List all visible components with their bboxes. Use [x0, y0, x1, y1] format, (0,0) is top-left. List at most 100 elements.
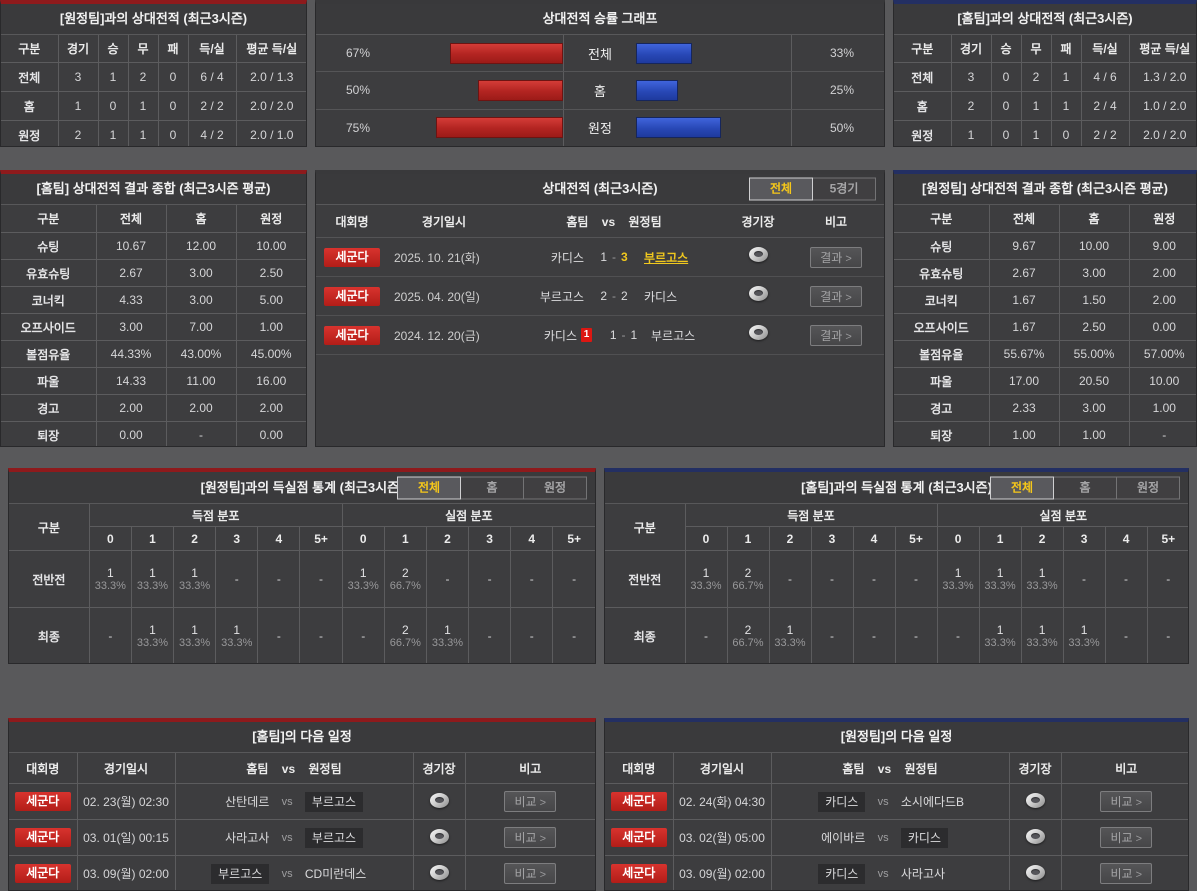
table-cell: 전체: [894, 62, 952, 92]
table-row: 전체 3 1 2 0 6 / 4 2.0 / 1.3: [1, 62, 306, 92]
table-cell: 0: [1050, 120, 1082, 146]
filter-tab[interactable]: 홈: [460, 476, 524, 499]
column-header: 구분: [605, 504, 686, 551]
column-header: 2: [768, 526, 812, 551]
stat-cell: -: [257, 607, 301, 663]
table-cell: 0.00: [235, 421, 306, 446]
red-bar-zone: [408, 35, 564, 72]
schedule-table: 대회명 경기일시 홈팀 vs 원정팀 경기장 비고 세군다 02. 24(화) 04:30 카…: [605, 753, 1188, 890]
percent-value: 66.7%: [389, 579, 421, 592]
column-header: 홈팀 vs 원정팀: [770, 753, 1010, 784]
blue-bar: [636, 79, 678, 101]
stadium-cell: [1008, 819, 1062, 856]
stat-cell: 1 33.3%: [936, 550, 980, 608]
stadium-icon[interactable]: [1025, 828, 1045, 844]
panel-title: 상대전적 승률 그래프: [316, 4, 884, 35]
chevron-right-icon: >: [1132, 833, 1143, 845]
table-cell: 55.67%: [988, 340, 1060, 368]
stadium-icon[interactable]: [429, 792, 449, 808]
home-team: 에이바르: [772, 829, 865, 846]
count-value: 1: [106, 565, 114, 580]
compare-button[interactable]: 비교 >: [1100, 827, 1153, 848]
stat-cell: 2 66.7%: [383, 550, 427, 608]
match-datetime: 02. 24(화) 04:30: [672, 783, 772, 820]
stat-cell: -: [1104, 607, 1148, 663]
panel-away-h2h-record: [원정팀]과의 상대전적 (최근3시즌) 구분 경기 승 무 패 득/실 평균 득/실 전체 3…: [0, 0, 307, 147]
teams-cell: 카디스 1 1-1 부르고스: [500, 327, 728, 344]
compare-button[interactable]: 비교 >: [504, 863, 557, 884]
table-cell: 10.00: [1128, 367, 1196, 395]
table-cell: 원정: [894, 120, 952, 146]
stats-table: 구분 경기 승 무 패 득/실 평균 득/실 전체 3 1 2 0 6 / 4 2.0 / 1.3 홈 1 0 1…: [1, 35, 306, 146]
column-header: 0: [936, 526, 980, 551]
stadium-icon[interactable]: [1025, 792, 1045, 808]
stadium-icon[interactable]: [1025, 864, 1045, 880]
stadium-cell: [412, 855, 466, 890]
table-cell: 원정: [1, 120, 59, 146]
column-header: 4: [852, 526, 896, 551]
filter-tab[interactable]: 전체: [749, 177, 813, 201]
table-cell: 16.00: [235, 367, 306, 395]
league-badge: 세군다: [324, 247, 380, 267]
score: 1-1: [596, 328, 651, 342]
stadium-cell: [412, 783, 466, 820]
percent-value: 33.3%: [347, 579, 379, 592]
filter-tab[interactable]: 원정: [523, 476, 587, 499]
table-cell: 12.00: [165, 232, 237, 260]
stadium-icon[interactable]: [429, 828, 449, 844]
stadium-icon[interactable]: [748, 325, 768, 340]
filter-tab[interactable]: 홈: [1053, 476, 1117, 499]
column-header: 득/실: [187, 35, 237, 63]
stat-cell: 1 33.3%: [130, 550, 175, 608]
stadium-icon[interactable]: [748, 286, 768, 301]
stat-cell: -: [768, 550, 812, 608]
red-bar-zone: [408, 109, 564, 146]
blue-bar-zone: [636, 35, 792, 72]
compare-button[interactable]: 비교 >: [1100, 863, 1153, 884]
column-header: 홈팀 vs 원정팀: [566, 214, 662, 229]
column-header: 경기장: [412, 753, 466, 784]
column-header: 패: [1050, 35, 1082, 63]
compare-button[interactable]: 비교 >: [1100, 791, 1153, 812]
stat-cell: -: [1104, 550, 1148, 608]
column-header: 3: [468, 526, 512, 551]
result-button[interactable]: 결과 >: [810, 324, 862, 346]
table-cell: 1.3 / 2.0: [1128, 62, 1196, 92]
result-button[interactable]: 결과 >: [810, 285, 862, 307]
filter-tab[interactable]: 전체: [397, 476, 461, 499]
league-badge: 세군다: [324, 325, 380, 345]
compare-button[interactable]: 비교 >: [504, 791, 557, 812]
stat-cell: 1 33.3%: [768, 607, 812, 663]
table-cell: 경고: [1, 394, 97, 422]
stadium-icon[interactable]: [748, 247, 768, 262]
table-cell: 2.50: [235, 259, 306, 287]
teams-cell: 에이바르 vs 카디스: [770, 819, 1010, 856]
table-cell: 1: [1050, 62, 1082, 92]
stats-table: 구분 전체 홈 원정 슈팅 10.67 12.00 10.00 유효슈팅 2.67 3.00 2.50…: [1, 205, 306, 446]
filter-tab[interactable]: 5경기: [812, 177, 876, 201]
panel-title: [홈팀] 상대전적 결과 종합 (최근3시즌 평균): [1, 174, 306, 205]
table-cell: 0: [157, 120, 189, 146]
filter-tab[interactable]: 원정: [1116, 476, 1180, 499]
red-bar-zone: [408, 72, 564, 109]
away-team-name: 부르고스: [304, 828, 364, 848]
result-button[interactable]: 결과 >: [810, 246, 862, 268]
red-card-badge: 1: [581, 328, 592, 342]
column-header: 대회명: [605, 753, 674, 784]
table-row: 유효슈팅 2.67 3.00 2.00: [894, 259, 1196, 287]
filter-tab[interactable]: 전체: [990, 476, 1054, 499]
compare-button[interactable]: 비교 >: [504, 827, 557, 848]
stat-cell: -: [936, 607, 980, 663]
column-header: 전체: [95, 205, 167, 233]
header-row: 구분 경기 승 무 패 득/실 평균 득/실: [894, 35, 1196, 63]
table-row: 유효슈팅 2.67 3.00 2.50: [1, 259, 306, 287]
stadium-icon[interactable]: [429, 864, 449, 880]
league-cell: 세군다: [316, 247, 388, 267]
schedule-row: 세군다 03. 02(월) 05:00 에이바르 vs 카디스 비교 >: [605, 819, 1188, 856]
header-row: 구분 득점 분포 실점 분포: [9, 504, 595, 551]
button-label: 결과: [820, 250, 843, 265]
schedule-row: 세군다 03. 01(일) 00:15 사라고사 vs 부르고스 비교 >: [9, 819, 595, 856]
vs-label: vs: [877, 831, 889, 844]
